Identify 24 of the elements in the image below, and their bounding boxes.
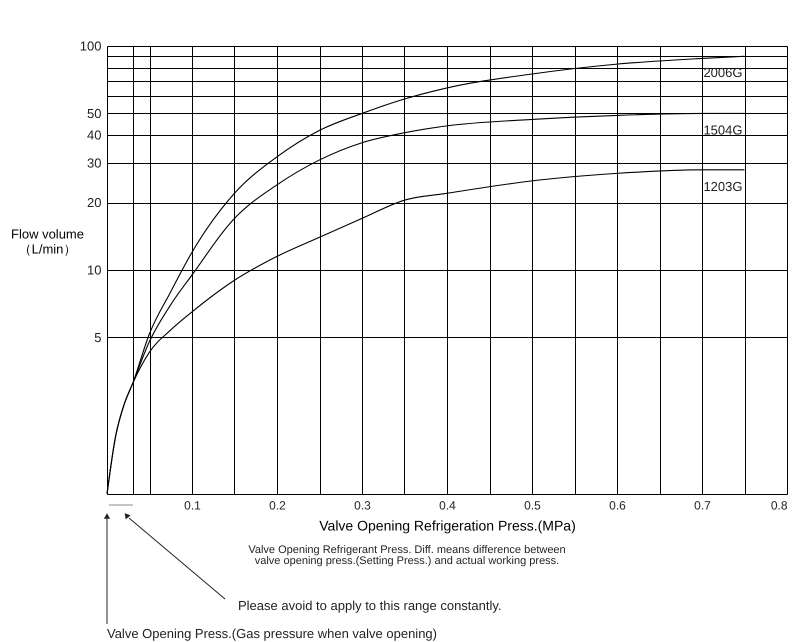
x-tick-label: 0.4 [439, 498, 456, 512]
y-tick-label: 5 [94, 330, 102, 345]
text: Valve Opening Refrigerant Press. Diff. means difference between [248, 544, 566, 556]
series-label: 1203G [703, 178, 742, 194]
x-tick-label: 0.7 [694, 498, 712, 512]
series-label: 2006G [703, 65, 742, 80]
y-tick-label: 50 [87, 106, 102, 121]
x-tick-label: 0.1 [184, 498, 202, 512]
x-tick-label: 0.3 [354, 498, 372, 512]
y-tick-label: 20 [87, 195, 102, 210]
x-tick-label: 0.5 [524, 498, 542, 512]
text: Valve Opening Press.(Gas pressure when valve opening) [107, 626, 437, 641]
y-tick-label: 30 [87, 156, 102, 171]
text: Please avoid to apply to this range constantly. [238, 598, 502, 613]
y-axis-title: Flow volume （L/min） [11, 226, 84, 257]
x-axis-title: Valve Opening Refrigeration Press.(MPa) [319, 518, 576, 534]
x-tick-label: 0.2 [269, 498, 286, 512]
x-tick-label: 0.6 [609, 498, 626, 512]
y-tick-label: 100 [80, 38, 102, 54]
x-tick-label: 0.8 [770, 498, 788, 512]
text: valve opening press.(Setting Press.) and actual working press. [254, 555, 560, 567]
y-tick-label: 10 [87, 262, 102, 278]
series-label: 1504G [703, 122, 742, 138]
y-tick-label: 40 [87, 128, 102, 143]
